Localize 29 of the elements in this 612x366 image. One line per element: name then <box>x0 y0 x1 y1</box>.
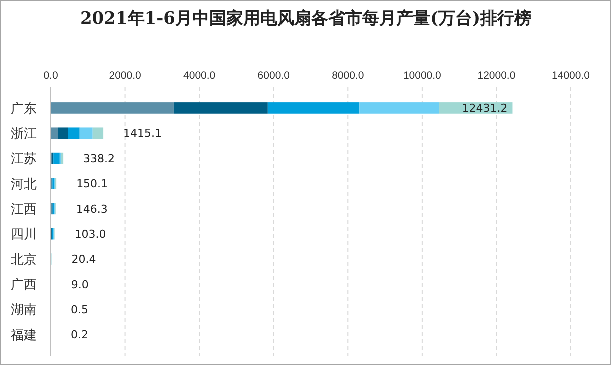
total-label: 146.3 <box>76 202 108 216</box>
x-tick-label: 4000.0 <box>184 70 216 82</box>
total-label: 20.4 <box>72 253 96 266</box>
total-label: 9.0 <box>71 278 89 292</box>
y-tick-label: 河北 <box>11 177 37 192</box>
x-tick-label: 12000.0 <box>478 70 516 82</box>
y-tick-label: 广东 <box>11 102 37 117</box>
x-tick-label: 2000.0 <box>109 70 142 82</box>
total-label: 150.1 <box>76 178 108 191</box>
total-label: 338.2 <box>84 152 116 166</box>
y-tick-label: 浙江 <box>11 126 37 142</box>
x-tick-label: 10000.0 <box>403 70 442 82</box>
y-tick-label: 广西 <box>11 278 37 293</box>
x-tick-label: 0.0 <box>44 70 58 82</box>
x-tick-label: 8000.0 <box>332 70 364 82</box>
x-tick-label: 6000.0 <box>258 70 290 82</box>
chart-title: 2021年1-6月中国家用电风扇各省市每月产量(万台)排行榜 <box>80 9 532 29</box>
y-tick-label: 湖南 <box>11 303 37 318</box>
total-label: 0.5 <box>71 303 89 316</box>
y-tick-label: 江苏 <box>11 152 37 168</box>
y-tick-label: 福建 <box>11 328 37 344</box>
total-label: 103.0 <box>74 228 106 241</box>
y-tick-label: 北京 <box>11 252 37 268</box>
x-tick-label: 14000.0 <box>552 70 590 82</box>
total-label: 0.2 <box>71 328 89 342</box>
total-label: 1415.1 <box>124 127 162 140</box>
total-label: 12431.2 <box>462 102 508 116</box>
y-tick-label: 江西 <box>11 202 37 218</box>
y-tick-label: 四川 <box>11 228 37 243</box>
